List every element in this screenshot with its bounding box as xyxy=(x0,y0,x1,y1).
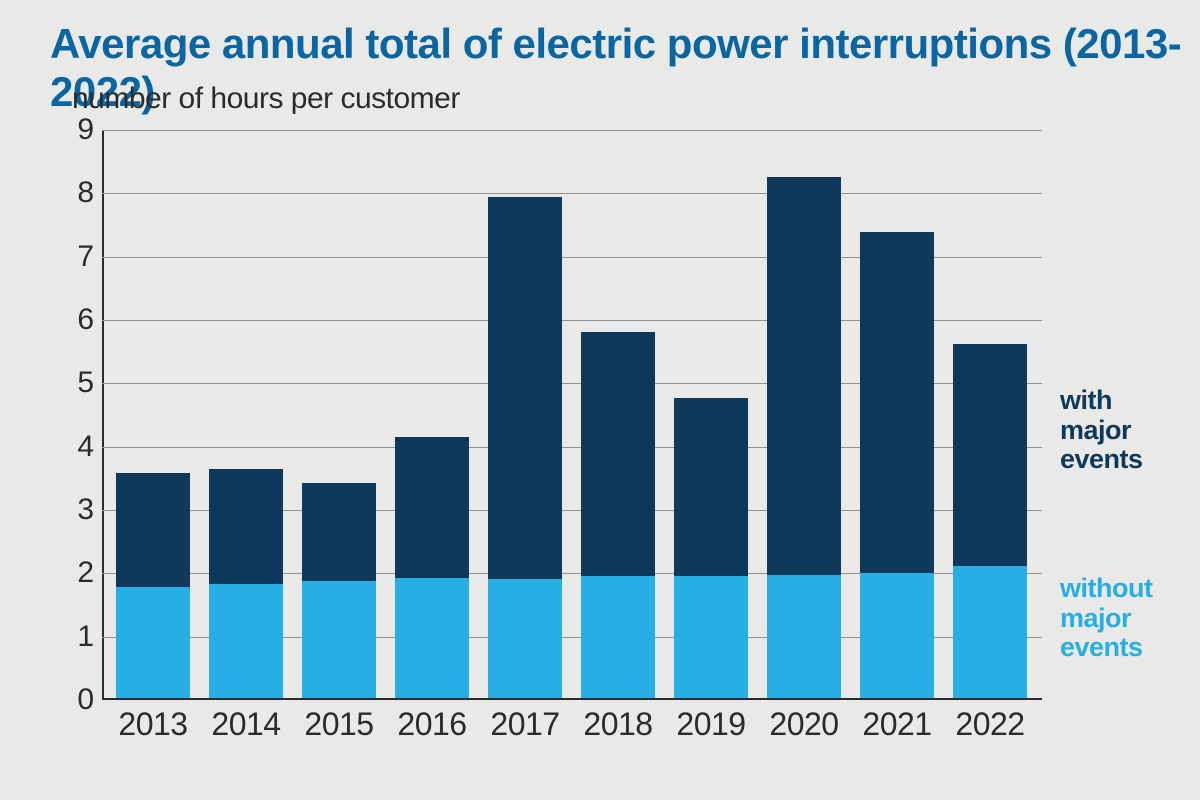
legend-label: withmajorevents xyxy=(1060,386,1190,475)
bar-with-major-events xyxy=(116,473,190,587)
grid-line xyxy=(102,193,1042,194)
bar-without-major-events xyxy=(395,578,469,698)
bar-with-major-events xyxy=(860,232,934,573)
bar-with-major-events xyxy=(209,469,283,584)
plot-area: 0123456789201320142015201620172018201920… xyxy=(102,130,1042,700)
y-tick-label: 7 xyxy=(54,240,94,274)
x-tick-label: 2021 xyxy=(862,706,931,743)
y-tick-label: 0 xyxy=(54,683,94,717)
y-tick-label: 9 xyxy=(54,113,94,147)
legend-label: withoutmajorevents xyxy=(1060,574,1190,663)
x-axis-line xyxy=(102,698,1042,700)
x-tick-label: 2020 xyxy=(769,706,838,743)
bar-without-major-events xyxy=(581,576,655,698)
bar-without-major-events xyxy=(953,566,1027,698)
bar-without-major-events xyxy=(488,579,562,698)
bar-without-major-events xyxy=(302,581,376,698)
bar-without-major-events xyxy=(860,573,934,698)
bar-with-major-events xyxy=(302,483,376,581)
y-tick-label: 6 xyxy=(54,303,94,337)
bar-with-major-events xyxy=(767,177,841,574)
y-tick-label: 4 xyxy=(54,430,94,464)
x-tick-label: 2013 xyxy=(118,706,187,743)
bar-without-major-events xyxy=(209,584,283,698)
x-tick-label: 2022 xyxy=(955,706,1024,743)
bar-with-major-events xyxy=(488,197,562,579)
chart-subtitle: number of hours per customer xyxy=(72,82,460,116)
y-tick-label: 3 xyxy=(54,493,94,527)
bar-with-major-events xyxy=(395,437,469,578)
y-tick-label: 5 xyxy=(54,366,94,400)
y-axis-line xyxy=(102,130,104,700)
x-tick-label: 2018 xyxy=(583,706,652,743)
bar-with-major-events xyxy=(674,398,748,576)
y-tick-label: 8 xyxy=(54,176,94,210)
y-tick-label: 1 xyxy=(54,620,94,654)
y-tick-label: 2 xyxy=(54,556,94,590)
grid-line xyxy=(102,130,1042,131)
x-tick-label: 2014 xyxy=(211,706,280,743)
bar-without-major-events xyxy=(674,576,748,698)
bar-without-major-events xyxy=(116,587,190,698)
chart-area: 0123456789201320142015201620172018201920… xyxy=(62,130,1042,700)
x-tick-label: 2016 xyxy=(397,706,466,743)
x-tick-label: 2015 xyxy=(304,706,373,743)
bar-with-major-events xyxy=(953,344,1027,566)
bar-without-major-events xyxy=(767,575,841,699)
x-tick-label: 2017 xyxy=(490,706,559,743)
bar-with-major-events xyxy=(581,332,655,576)
x-tick-label: 2019 xyxy=(676,706,745,743)
